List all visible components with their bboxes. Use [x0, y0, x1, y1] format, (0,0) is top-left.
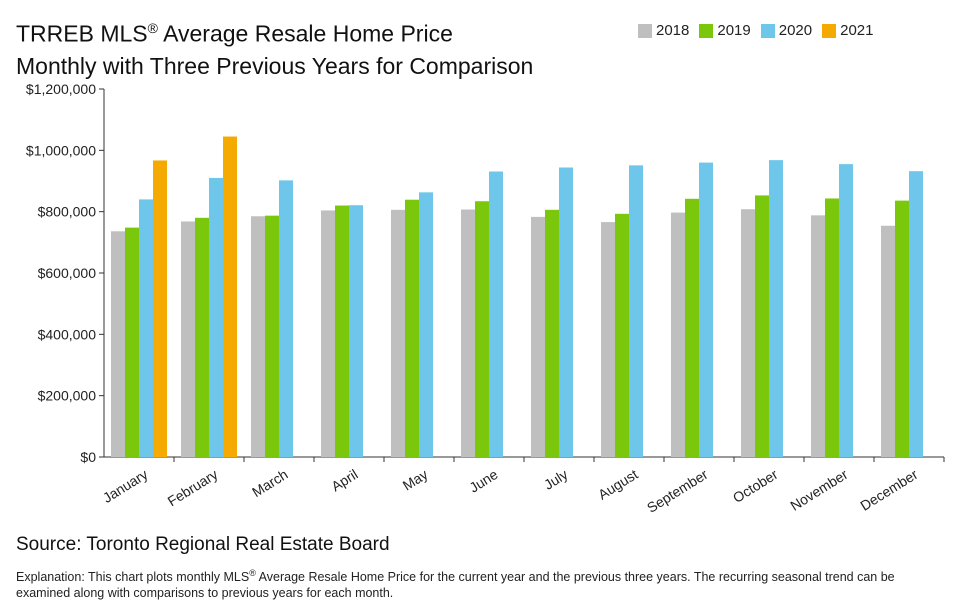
legend-swatch	[699, 23, 714, 38]
y-tick-label: $800,000	[38, 204, 97, 220]
bar-2020-august	[629, 165, 643, 458]
bar-2018-march	[251, 216, 265, 457]
x-tick-label: August	[595, 466, 641, 503]
legend-item-2020: 2020	[760, 22, 813, 39]
bar-2019-april	[335, 205, 349, 457]
legend-item-2018: 2018	[638, 22, 689, 39]
bar-2018-december	[881, 225, 895, 457]
title-line-2: Monthly with Three Previous Years for Co…	[16, 52, 534, 79]
legend-item-2019: 2019	[699, 22, 751, 39]
bar-2018-january	[111, 231, 125, 457]
bar-2019-october	[755, 195, 769, 457]
legend-swatch	[638, 23, 652, 38]
x-tick-label: July	[541, 466, 571, 493]
bar-2019-november	[825, 198, 839, 458]
bar-2021-january	[153, 160, 167, 457]
y-tick-label: $200,000	[38, 388, 97, 404]
bar-2020-june	[489, 171, 503, 457]
bar-2018-february	[181, 221, 195, 457]
bar-2021-february	[223, 136, 237, 458]
legend-item-2021: 2021	[822, 22, 874, 39]
legend-swatch	[760, 23, 775, 38]
bar-2019-december	[895, 200, 909, 458]
bar-2019-february	[195, 217, 209, 457]
x-tick-label: December	[857, 466, 921, 514]
bar-2020-september	[699, 162, 713, 457]
chart-title: TRREB MLS® Average Resale Home Price Mon…	[16, 12, 533, 82]
y-tick-label: $0	[80, 449, 96, 465]
x-tick-label: November	[787, 466, 851, 514]
x-tick-label: May	[400, 466, 431, 494]
bar-2018-september	[671, 212, 685, 457]
legend-label: 2018	[656, 22, 690, 39]
x-tick-label: February	[165, 466, 221, 509]
legend-label: 2021	[840, 22, 874, 39]
bar-2020-may	[419, 192, 433, 457]
x-tick-label: June	[466, 466, 500, 496]
bar-2020-november	[839, 164, 853, 457]
bar-2019-may	[405, 199, 419, 457]
bar-2019-august	[615, 213, 629, 457]
bar-2020-july	[559, 167, 573, 458]
bar-2019-march	[265, 215, 279, 457]
x-tick-label: April	[328, 466, 360, 494]
x-tick-label: January	[100, 466, 151, 506]
bar-2018-august	[601, 222, 615, 457]
bar-2020-april	[349, 205, 363, 457]
x-tick-label: March	[249, 466, 290, 500]
y-tick-label: $1,200,000	[26, 81, 96, 97]
bar-2020-january	[139, 199, 153, 457]
y-tick-label: $600,000	[38, 265, 97, 281]
bar-2018-april	[321, 210, 335, 457]
bar-chart: $0 $200,000 $400,000 $600,000 $800,000 $1,000…	[26, 81, 945, 516]
bar-2019-january	[125, 227, 139, 457]
bar-2020-march	[279, 180, 293, 458]
bar-2020-february	[209, 177, 223, 457]
bar-2018-october	[741, 209, 755, 457]
legend-swatch	[822, 23, 837, 38]
y-tick-label: $1,000,000	[26, 142, 96, 158]
bar-2018-june	[461, 209, 475, 457]
legend-label: 2019	[717, 22, 751, 39]
x-tick-label: September	[644, 466, 711, 516]
bar-2018-november	[811, 215, 825, 457]
chart-legend: 2018 2019 2020 2021	[638, 22, 884, 39]
bar-2019-june	[475, 201, 489, 457]
y-tick-label: $400,000	[38, 326, 97, 342]
bar-2020-october	[769, 160, 783, 457]
bar-2019-september	[685, 198, 699, 457]
bar-2020-december	[909, 171, 923, 458]
x-tick-label: October	[730, 466, 781, 506]
explanation-note: Explanation: This chart plots monthly ML…	[16, 568, 895, 601]
source-note: Source: Toronto Regional Real Estate Boa…	[16, 534, 390, 555]
legend-label: 2020	[778, 22, 813, 39]
bar-2018-may	[391, 209, 405, 457]
bar-2018-july	[531, 216, 545, 457]
title-line-1: TRREB MLS® Average Resale Home Price	[16, 20, 453, 47]
bar-2019-july	[545, 209, 559, 457]
